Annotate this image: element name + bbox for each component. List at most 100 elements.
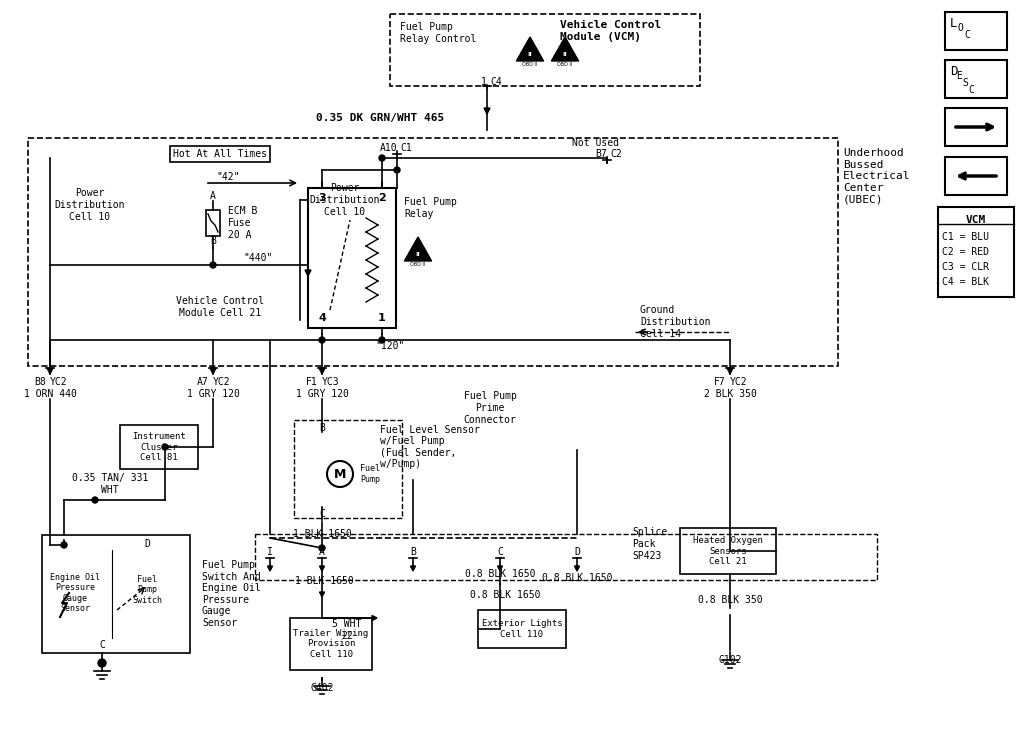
Text: "120": "120" — [376, 341, 404, 351]
Text: A10: A10 — [379, 143, 397, 153]
Polygon shape — [319, 592, 325, 597]
Text: Trailer Wiring
Provision
Cell 110: Trailer Wiring Provision Cell 110 — [293, 629, 369, 659]
Circle shape — [92, 497, 98, 503]
Polygon shape — [411, 566, 416, 571]
Text: D: D — [950, 65, 957, 78]
Bar — [938, 207, 1014, 297]
Text: C1 = BLU: C1 = BLU — [942, 232, 989, 242]
Text: II: II — [416, 252, 421, 257]
Circle shape — [379, 337, 385, 343]
Text: 1 GRY 120: 1 GRY 120 — [186, 389, 240, 399]
Text: B: B — [210, 236, 216, 246]
Bar — [255, 534, 877, 580]
Text: 0.8 BLK 1650: 0.8 BLK 1650 — [470, 590, 541, 600]
Text: Underhood
Bussed
Electrical
Center
(UBEC): Underhood Bussed Electrical Center (UBEC… — [843, 148, 910, 204]
Bar — [120, 425, 198, 469]
Text: 1 BLK 1650: 1 BLK 1650 — [295, 576, 353, 586]
Text: Engine Oil
Pressure
Gauge
Sensor: Engine Oil Pressure Gauge Sensor — [50, 573, 100, 613]
Bar — [28, 138, 838, 366]
Text: Exterior Lights
Cell 110: Exterior Lights Cell 110 — [481, 619, 562, 639]
Text: YC2: YC2 — [50, 377, 68, 387]
Text: 0.8 BLK 1650: 0.8 BLK 1650 — [465, 569, 536, 579]
Text: E: E — [956, 71, 962, 81]
Polygon shape — [210, 368, 216, 374]
Polygon shape — [574, 566, 580, 571]
Bar — [945, 108, 1007, 146]
Text: C2: C2 — [610, 149, 622, 159]
Polygon shape — [267, 566, 272, 571]
Text: Vehicle Control
Module (VCM): Vehicle Control Module (VCM) — [560, 20, 662, 42]
Text: 1 BLK 1650: 1 BLK 1650 — [293, 529, 351, 539]
Text: 2 BLK 350: 2 BLK 350 — [703, 389, 757, 399]
Bar — [290, 618, 372, 670]
Polygon shape — [484, 108, 490, 114]
Text: B8: B8 — [34, 377, 46, 387]
Text: 1 GRY 120: 1 GRY 120 — [296, 389, 348, 399]
Text: 0.35 TAN/ 331
WHT: 0.35 TAN/ 331 WHT — [72, 473, 148, 495]
Text: 4: 4 — [318, 313, 326, 323]
Text: A7: A7 — [198, 377, 209, 387]
Bar — [294, 420, 402, 518]
Text: I: I — [267, 547, 273, 557]
Circle shape — [379, 155, 385, 161]
Bar — [945, 12, 1007, 50]
Text: D: D — [144, 539, 150, 549]
Text: D: D — [574, 547, 580, 557]
Circle shape — [394, 167, 400, 173]
Text: F1: F1 — [306, 377, 318, 387]
Text: C: C — [964, 30, 970, 40]
Text: 5 WHT
22: 5 WHT 22 — [333, 619, 361, 640]
Text: A: A — [210, 191, 216, 201]
Text: G102: G102 — [718, 655, 741, 665]
Text: B7: B7 — [595, 149, 607, 159]
Text: A: A — [319, 547, 325, 557]
Text: B: B — [410, 547, 416, 557]
Text: YC3: YC3 — [322, 377, 340, 387]
Text: II: II — [527, 52, 532, 57]
Text: Instrument
Cluster
Cell 81: Instrument Cluster Cell 81 — [132, 432, 186, 462]
Text: OBD II: OBD II — [411, 263, 426, 267]
Text: Fuel Pump
Prime
Connector: Fuel Pump Prime Connector — [464, 392, 516, 425]
Text: B: B — [319, 423, 325, 433]
Text: Fuel Pump
Relay: Fuel Pump Relay — [404, 197, 457, 219]
Text: Power
Distribution
Cell 10: Power Distribution Cell 10 — [54, 188, 125, 222]
Circle shape — [327, 461, 353, 487]
Text: Not Used: Not Used — [571, 138, 618, 148]
Bar — [170, 146, 270, 162]
Text: "42": "42" — [216, 172, 240, 182]
Text: Fuel
Pump
Switch: Fuel Pump Switch — [132, 575, 162, 605]
Text: "440": "440" — [244, 253, 272, 263]
Text: Heated Oxygen
Sensors
Cell 21: Heated Oxygen Sensors Cell 21 — [693, 536, 763, 566]
Text: OBD II: OBD II — [557, 62, 572, 67]
Text: G402: G402 — [310, 683, 334, 693]
Polygon shape — [516, 37, 544, 61]
Text: C4 = BLK: C4 = BLK — [942, 277, 989, 287]
Polygon shape — [372, 616, 377, 621]
Text: A: A — [61, 539, 67, 549]
Text: Fuel Level Sensor
w/Fuel Pump
(Fuel Sender,
w/Pump): Fuel Level Sensor w/Fuel Pump (Fuel Send… — [380, 425, 480, 469]
Text: II: II — [562, 52, 567, 57]
Bar — [308, 188, 396, 328]
Circle shape — [162, 444, 168, 450]
Text: Vehicle Control
Module Cell 21: Vehicle Control Module Cell 21 — [176, 296, 264, 318]
Polygon shape — [498, 566, 503, 571]
Text: 1: 1 — [378, 313, 386, 323]
Text: Ground
Distribution
Cell 14: Ground Distribution Cell 14 — [640, 305, 711, 339]
Circle shape — [319, 337, 325, 343]
Text: Splice
Pack
SP423: Splice Pack SP423 — [632, 527, 668, 561]
Text: C1: C1 — [400, 143, 412, 153]
Text: Hot At All Times: Hot At All Times — [173, 149, 267, 159]
Circle shape — [61, 542, 67, 548]
Text: C3 = CLR: C3 = CLR — [942, 262, 989, 272]
Text: Fuel Pump
Relay Control: Fuel Pump Relay Control — [400, 22, 476, 44]
Text: 1: 1 — [481, 77, 487, 87]
Bar — [945, 60, 1007, 98]
Text: OBD II: OBD II — [522, 62, 538, 67]
Text: C4: C4 — [490, 77, 502, 87]
Polygon shape — [305, 270, 311, 276]
Circle shape — [319, 545, 325, 551]
Text: S: S — [962, 78, 968, 88]
Text: 1 ORN 440: 1 ORN 440 — [24, 389, 77, 399]
Text: M: M — [334, 468, 346, 480]
Text: ECM B
Fuse
20 A: ECM B Fuse 20 A — [228, 206, 257, 239]
